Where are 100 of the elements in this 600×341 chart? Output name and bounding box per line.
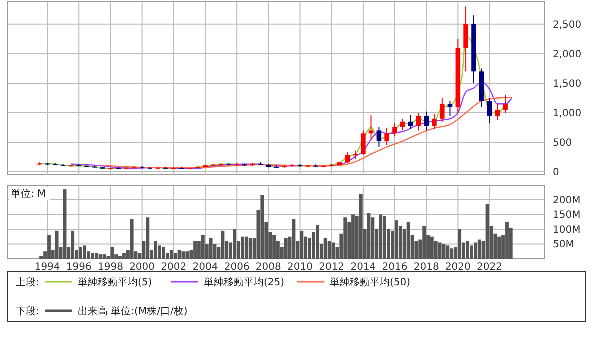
- bar: [83, 246, 86, 259]
- x-tick-label: 2002: [161, 262, 187, 273]
- x-tick-label: 2022: [477, 262, 503, 273]
- candlestick: [448, 100, 453, 116]
- candlestick: [487, 98, 492, 124]
- bar: [430, 236, 434, 259]
- legend-label: 単純移動平均(5): [78, 276, 152, 288]
- bar: [110, 247, 114, 259]
- bar: [209, 238, 213, 259]
- bar: [344, 218, 348, 259]
- bar: [170, 250, 174, 259]
- candlestick: [432, 114, 437, 130]
- bar: [79, 247, 83, 259]
- bar: [94, 253, 98, 259]
- line-series: [70, 82, 513, 170]
- y-tick-label: 2,500: [553, 20, 582, 31]
- y-tick-label: 1,500: [553, 78, 582, 90]
- bar: [90, 253, 94, 259]
- bar: [383, 216, 386, 259]
- candlestick: [400, 118, 406, 132]
- bar: [186, 252, 190, 259]
- bar: [48, 235, 51, 259]
- bar: [130, 219, 134, 259]
- y-tick-label: 0: [553, 168, 560, 179]
- candlestick: [416, 112, 422, 132]
- candlestick: [361, 130, 366, 156]
- bar: [284, 238, 288, 259]
- x-tick-label: 1996: [66, 262, 92, 273]
- bar: [260, 195, 264, 259]
- candlestick: [424, 111, 429, 132]
- candlestick: [384, 128, 390, 146]
- bar: [316, 225, 320, 259]
- bar: [395, 220, 398, 259]
- bar: [122, 253, 126, 259]
- y-tick-label: 100M: [553, 224, 581, 236]
- legend-title: 下段:: [16, 306, 40, 318]
- y-tick-label: 2,000: [553, 49, 582, 60]
- candlestick: [368, 114, 374, 140]
- x-tick-label: 2006: [224, 262, 250, 273]
- bar: [146, 218, 150, 259]
- bar: [442, 244, 446, 259]
- bar: [446, 246, 450, 259]
- x-tick-label: 1994: [34, 262, 60, 273]
- bar: [272, 235, 276, 259]
- x-tick-label: 2008: [256, 262, 282, 273]
- bar: [379, 214, 383, 259]
- bar: [359, 194, 363, 259]
- x-tick-label: 2000: [130, 262, 156, 273]
- y-tick-label: 200M: [553, 195, 581, 206]
- bar: [98, 254, 102, 259]
- candlestick: [345, 152, 350, 164]
- legend-label: 出来高 単位:(M株/口/枚): [78, 306, 188, 318]
- bar: [233, 229, 236, 259]
- bar: [174, 253, 178, 259]
- y-tick-label: 500: [553, 138, 572, 150]
- bar: [466, 241, 470, 259]
- candlestick: [392, 123, 398, 138]
- bar: [162, 247, 166, 259]
- bar: [422, 226, 426, 259]
- y-tick-label: 50M: [553, 240, 574, 251]
- x-tick-label: 2016: [382, 262, 408, 273]
- y-tick-label: 150M: [553, 210, 581, 222]
- bar: [474, 242, 478, 259]
- bar: [182, 252, 186, 259]
- candlestick: [408, 114, 414, 130]
- x-tick-label: 2014: [350, 262, 376, 273]
- bar: [158, 246, 162, 259]
- bar: [244, 236, 248, 259]
- candlestick: [376, 126, 382, 148]
- candlestick: [503, 94, 508, 114]
- bar: [118, 256, 122, 259]
- bar: [240, 236, 244, 259]
- bar: [154, 241, 158, 259]
- bar: [202, 235, 205, 259]
- bar: [470, 246, 474, 259]
- bar: [498, 236, 501, 259]
- x-tick-label: 2012: [319, 262, 345, 273]
- bar: [102, 254, 106, 259]
- bar: [194, 241, 197, 259]
- candlestick: [464, 6, 468, 72]
- legend-label: 単純移動平均(25): [204, 276, 285, 288]
- y-tick-label: 1,000: [553, 108, 582, 120]
- bar: [332, 242, 336, 259]
- x-tick-label: 2018: [414, 262, 440, 273]
- x-tick-label: 1998: [98, 262, 124, 273]
- bar: [71, 230, 75, 259]
- bar: [352, 214, 355, 259]
- legend-title: 上段:: [16, 276, 40, 288]
- x-tick-label: 2020: [445, 262, 471, 273]
- legend-label: 単純移動平均(50): [330, 276, 411, 288]
- bar: [438, 242, 442, 259]
- bar: [434, 241, 438, 259]
- y-axis-title: 単位: M: [11, 188, 46, 200]
- x-tick-label: 2010: [288, 262, 313, 273]
- bar: [248, 238, 252, 259]
- x-tick-label: 2004: [192, 262, 218, 273]
- bar: [458, 229, 462, 259]
- candlestick: [495, 104, 500, 121]
- bar: [450, 248, 454, 259]
- bar: [478, 240, 482, 259]
